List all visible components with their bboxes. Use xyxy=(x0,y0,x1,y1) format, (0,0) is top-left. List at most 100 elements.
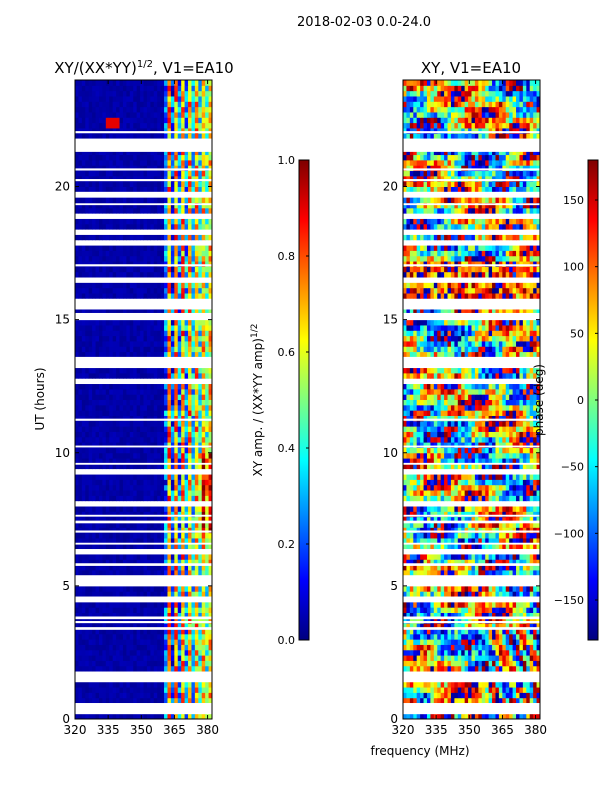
heatmap-cell xyxy=(161,320,165,326)
heatmap-cell xyxy=(113,453,117,459)
heatmap-cell xyxy=(458,634,462,640)
heatmap-cell xyxy=(161,437,165,443)
heatmap-cell xyxy=(167,256,171,262)
heatmap-cell xyxy=(430,639,434,645)
heatmap-cell xyxy=(167,607,171,613)
heatmap-cell xyxy=(109,197,113,203)
heatmap-cell xyxy=(178,495,182,501)
heatmap-cell xyxy=(485,644,489,650)
heatmap-cell xyxy=(92,288,96,294)
heatmap-cell xyxy=(120,123,124,129)
heatmap-cell xyxy=(92,426,96,432)
flagged-time-band xyxy=(75,203,212,205)
heatmap-cell xyxy=(147,634,151,640)
heatmap-cell xyxy=(188,293,192,299)
heatmap-cell xyxy=(99,352,103,358)
heatmap-cell xyxy=(96,384,100,390)
heatmap-cell xyxy=(161,155,165,161)
heatmap-cell xyxy=(92,607,96,613)
heatmap-cell xyxy=(167,245,171,251)
heatmap-cell xyxy=(185,554,189,560)
heatmap-cell xyxy=(106,346,110,352)
heatmap-cell xyxy=(181,639,185,645)
heatmap-cell xyxy=(468,607,472,613)
heatmap-cell xyxy=(164,330,168,336)
heatmap-cell xyxy=(82,187,86,193)
heatmap-cell xyxy=(533,682,537,688)
heatmap-cell xyxy=(171,682,175,688)
heatmap-cell xyxy=(178,607,182,613)
heatmap-cell xyxy=(448,634,452,640)
heatmap-cell xyxy=(167,591,171,597)
heatmap-cell xyxy=(181,474,185,480)
heatmap-cell xyxy=(78,405,82,411)
heatmap-cell xyxy=(424,687,428,693)
heatmap-cell xyxy=(92,336,96,342)
heatmap-cell xyxy=(188,197,192,203)
heatmap-cell xyxy=(458,602,462,608)
heatmap-cell xyxy=(181,554,185,560)
heatmap-cell xyxy=(178,288,182,294)
heatmap-cell xyxy=(106,602,110,608)
heatmap-cell xyxy=(140,117,144,123)
heatmap-cell xyxy=(140,682,144,688)
heatmap-cell xyxy=(75,479,79,485)
y-tick-label: 5 xyxy=(62,579,70,593)
heatmap-cell xyxy=(133,123,137,129)
heatmap-cell xyxy=(161,282,165,288)
heatmap-cell xyxy=(161,698,165,704)
heatmap-cell xyxy=(188,352,192,358)
heatmap-cell xyxy=(451,650,455,656)
heatmap-cell xyxy=(113,234,117,240)
heatmap-cell xyxy=(154,320,158,326)
heatmap-cell xyxy=(82,352,86,358)
heatmap-cell xyxy=(164,554,168,560)
heatmap-cell xyxy=(96,554,100,560)
heatmap-cell xyxy=(113,133,117,139)
heatmap-cell xyxy=(154,389,158,395)
heatmap-cell xyxy=(181,346,185,352)
heatmap-cell xyxy=(530,650,534,656)
heatmap-cell xyxy=(113,490,117,496)
heatmap-cell xyxy=(78,181,82,187)
heatmap-cell xyxy=(195,660,199,666)
heatmap-cell xyxy=(499,639,503,645)
heatmap-cell xyxy=(150,453,154,459)
heatmap-cell xyxy=(430,570,434,576)
heatmap-cell xyxy=(89,346,93,352)
heatmap-cell xyxy=(489,644,493,650)
heatmap-cell xyxy=(144,320,148,326)
heatmap-cell xyxy=(157,602,161,608)
heatmap-cell xyxy=(147,341,151,347)
heatmap-cell xyxy=(161,330,165,336)
heatmap-cell xyxy=(92,554,96,560)
heatmap-cell xyxy=(92,330,96,336)
heatmap-cell xyxy=(137,320,141,326)
heatmap-cell xyxy=(513,554,517,560)
heatmap-cell xyxy=(533,554,537,560)
heatmap-cell xyxy=(99,384,103,390)
heatmap-cell xyxy=(144,181,148,187)
heatmap-cell xyxy=(154,330,158,336)
heatmap-cell xyxy=(137,234,141,240)
heatmap-cell xyxy=(109,368,113,374)
heatmap-cell xyxy=(185,506,189,512)
heatmap-cell xyxy=(150,171,154,177)
heatmap-cell xyxy=(150,320,154,326)
heatmap-cell xyxy=(502,682,506,688)
heatmap-cell xyxy=(99,410,103,416)
heatmap-cell xyxy=(99,692,103,698)
heatmap-cell xyxy=(164,336,168,342)
heatmap-cell xyxy=(185,650,189,656)
flagged-time-band xyxy=(75,621,212,623)
heatmap-cell xyxy=(171,506,175,512)
heatmap-cell xyxy=(164,234,168,240)
heatmap-cell xyxy=(167,101,171,107)
heatmap-cell xyxy=(202,682,206,688)
heatmap-cell xyxy=(171,218,175,224)
heatmap-cell xyxy=(99,272,103,278)
heatmap-cell xyxy=(434,586,438,592)
heatmap-cell xyxy=(147,346,151,352)
heatmap-cell xyxy=(116,666,120,672)
heatmap-cell xyxy=(198,117,202,123)
